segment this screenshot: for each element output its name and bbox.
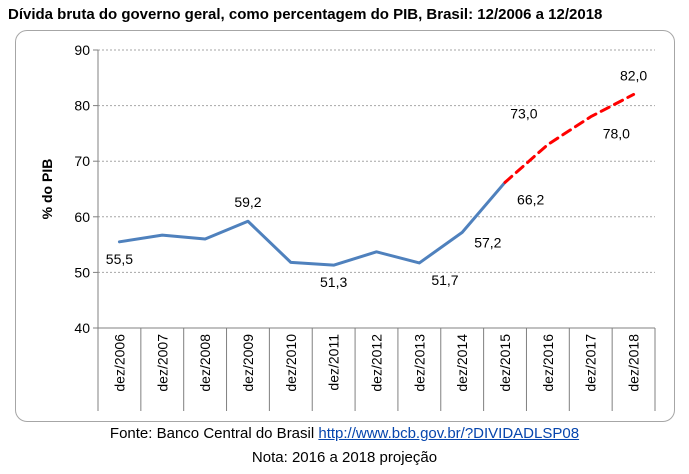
y-tick-label: 60 <box>74 209 90 225</box>
data-label: 78,0 <box>603 126 630 142</box>
source-line: Fonte: Banco Central do Brasil http://ww… <box>0 425 689 442</box>
y-tick-label: 80 <box>74 98 90 114</box>
x-tick-label: dez/2012 <box>369 334 385 392</box>
x-tick-label: dez/2013 <box>411 334 427 392</box>
x-tick-label: dez/2014 <box>454 334 470 392</box>
x-tick-label: dez/2018 <box>626 334 642 392</box>
data-label: 73,0 <box>510 106 537 122</box>
data-label: 59,2 <box>234 194 261 210</box>
y-tick-label: 90 <box>74 42 90 58</box>
y-axis-label: % do PIB <box>39 159 55 220</box>
axes <box>93 49 656 411</box>
gridlines <box>98 49 655 273</box>
x-tick-label: dez/2010 <box>283 334 299 392</box>
actual-line <box>117 180 507 267</box>
y-tick-label: 50 <box>74 264 90 280</box>
data-label: 51,3 <box>320 274 347 290</box>
chart-title: Dívida bruta do governo geral, como perc… <box>8 6 603 23</box>
y-tick-label: 40 <box>74 320 90 336</box>
data-labels: 55,5 59,2 51,3 51,7 57,2 66,2 73,0 78,0 82,0 <box>106 67 648 290</box>
y-tick-label: 70 <box>74 153 90 169</box>
data-label: 55,5 <box>106 251 133 267</box>
x-axis-ticks: dez/2006 dez/2007 dez/2008 dez/2009 dez/2010… <box>111 334 641 392</box>
source-text: Fonte: Banco Central do Brasil <box>109 425 315 442</box>
data-label: 82,0 <box>620 67 647 83</box>
x-tick-label: dez/2007 <box>154 334 170 392</box>
x-tick-label: dez/2017 <box>583 334 599 392</box>
x-tick-label: dez/2016 <box>540 334 556 392</box>
x-tick-label: dez/2011 <box>326 334 342 391</box>
y-axis-ticks: 40 50 60 70 80 90 <box>74 42 90 336</box>
chart-frame <box>15 30 675 422</box>
data-label: 51,7 <box>431 272 458 288</box>
x-tick-label: dez/2006 <box>111 334 127 392</box>
x-tick-label: dez/2015 <box>497 334 513 392</box>
source-link[interactable]: http://www.bcb.gov.br/?DIVIDADLSP08 <box>318 425 580 442</box>
projection-note: Nota: 2016 a 2018 projeção <box>251 449 438 466</box>
series-lines <box>117 92 636 267</box>
data-label: 66,2 <box>517 191 544 207</box>
projection-line <box>503 92 636 184</box>
x-tick-label: dez/2009 <box>240 334 256 392</box>
x-tick-label: dez/2008 <box>197 334 213 392</box>
data-label: 57,2 <box>474 234 501 250</box>
